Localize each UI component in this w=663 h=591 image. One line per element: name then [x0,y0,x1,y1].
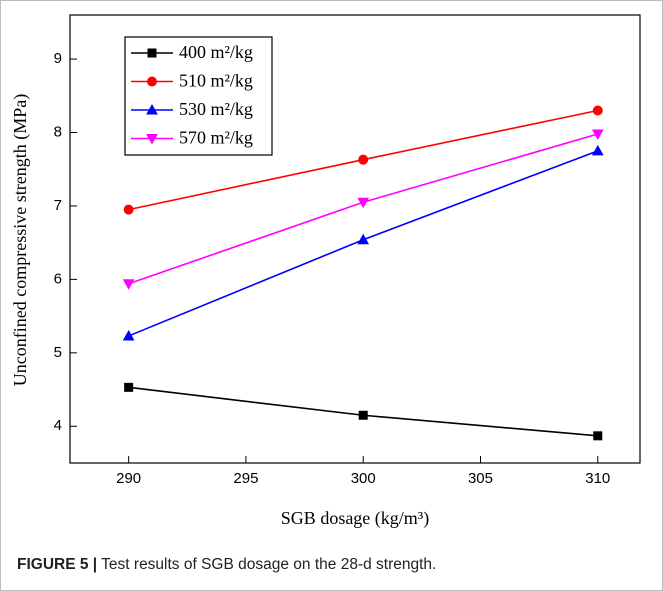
legend-label: 510 m²/kg [179,71,253,91]
marker [591,129,604,141]
marker [357,233,370,245]
y-tick-label: 6 [54,270,62,287]
marker [124,382,134,392]
y-tick-label: 4 [54,417,62,434]
x-tick-label: 295 [233,470,258,487]
marker [357,197,370,209]
caption-text: Test results of SGB dosage on the 28-d s… [101,556,437,573]
plot-frame [69,14,641,464]
y-tick-label: 5 [54,344,62,361]
y-tick-label: 8 [54,123,62,140]
legend-label: 400 m²/kg [179,42,253,62]
legend-marker [146,134,158,145]
marker [122,279,135,290]
y-tick-label: 9 [54,50,62,67]
x-axis-label: SGB dosage (kg/m³) [281,508,429,529]
legend-label: 530 m²/kg [179,99,253,119]
marker [358,154,369,165]
legend-marker [147,48,157,58]
marker [358,410,368,420]
y-tick-label: 7 [54,197,62,214]
marker [122,329,135,341]
legend-marker [147,76,157,87]
y-axis-label: Unconfined compressive strength (MPa) [10,94,31,386]
x-tick-label: 300 [351,470,376,487]
x-tick-label: 305 [468,470,493,487]
figure-caption: FIGURE 5 | Test results of SGB dosage on… [17,556,436,574]
chart: SGB dosage (kg/m³) Unconfined compressiv… [10,14,641,529]
x-tick-label: 310 [585,470,610,487]
marker [591,144,604,156]
marker [593,431,603,441]
marker [592,105,603,116]
legend-marker [146,103,158,115]
x-tick-label: 290 [116,470,141,487]
legend-label: 570 m²/kg [179,128,253,148]
marker [123,204,134,215]
caption-label: FIGURE 5 | [17,556,98,573]
